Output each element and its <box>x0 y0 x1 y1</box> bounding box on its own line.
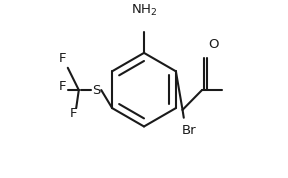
Text: Br: Br <box>181 124 196 137</box>
Text: F: F <box>70 107 78 120</box>
Text: F: F <box>59 52 66 65</box>
Text: O: O <box>208 38 219 51</box>
Text: F: F <box>59 80 66 93</box>
Text: NH$_2$: NH$_2$ <box>131 2 157 17</box>
Text: S: S <box>92 83 101 96</box>
